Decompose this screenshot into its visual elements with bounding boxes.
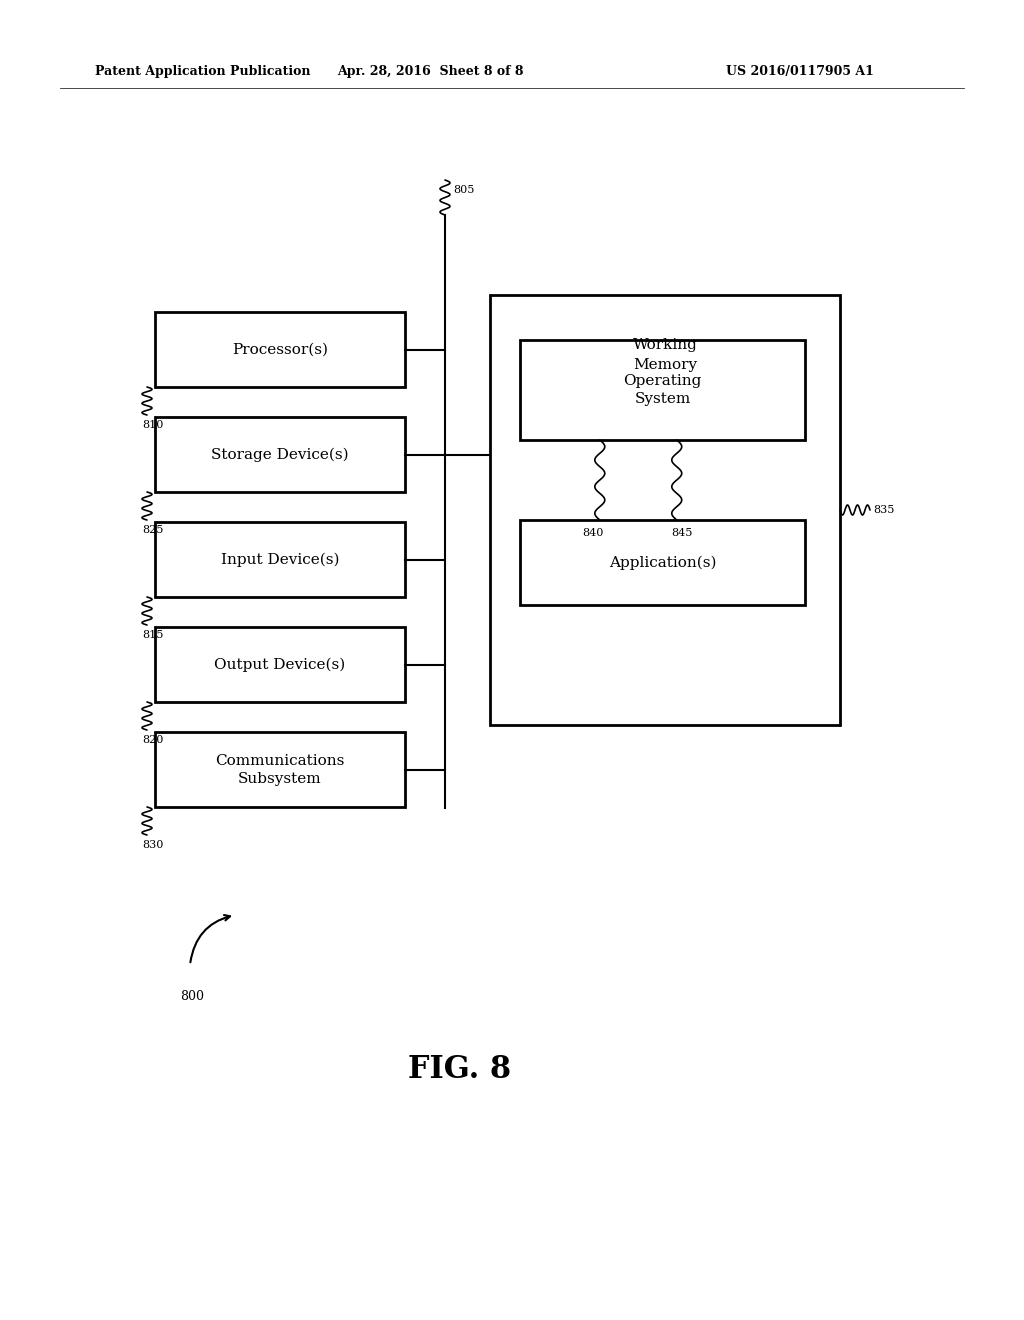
Text: Storage Device(s): Storage Device(s) xyxy=(211,447,349,462)
Text: 805: 805 xyxy=(453,185,474,195)
Text: 820: 820 xyxy=(142,735,164,744)
Text: Input Device(s): Input Device(s) xyxy=(221,553,339,568)
Text: 840: 840 xyxy=(582,528,603,539)
Bar xyxy=(520,341,805,440)
Text: 830: 830 xyxy=(142,840,164,850)
Text: Operating
System: Operating System xyxy=(624,374,701,407)
Bar xyxy=(520,520,805,605)
Text: Apr. 28, 2016  Sheet 8 of 8: Apr. 28, 2016 Sheet 8 of 8 xyxy=(337,66,523,78)
Bar xyxy=(155,417,406,492)
Text: Patent Application Publication: Patent Application Publication xyxy=(95,66,310,78)
Text: Working
Memory: Working Memory xyxy=(633,338,697,372)
Bar xyxy=(155,312,406,387)
Bar xyxy=(155,521,406,597)
Bar xyxy=(155,733,406,807)
Bar xyxy=(155,627,406,702)
Text: 835: 835 xyxy=(873,506,894,515)
Text: Communications
Subsystem: Communications Subsystem xyxy=(215,754,345,787)
Text: FIG. 8: FIG. 8 xyxy=(409,1055,512,1085)
Text: 800: 800 xyxy=(180,990,204,1003)
Text: 815: 815 xyxy=(142,630,164,640)
Bar xyxy=(490,294,840,725)
Text: US 2016/0117905 A1: US 2016/0117905 A1 xyxy=(726,66,873,78)
Text: Processor(s): Processor(s) xyxy=(232,343,328,356)
Text: 845: 845 xyxy=(672,528,693,539)
Text: 825: 825 xyxy=(142,525,164,535)
Text: Output Device(s): Output Device(s) xyxy=(214,657,346,672)
Text: 810: 810 xyxy=(142,420,164,430)
Text: Application(s): Application(s) xyxy=(608,556,716,570)
